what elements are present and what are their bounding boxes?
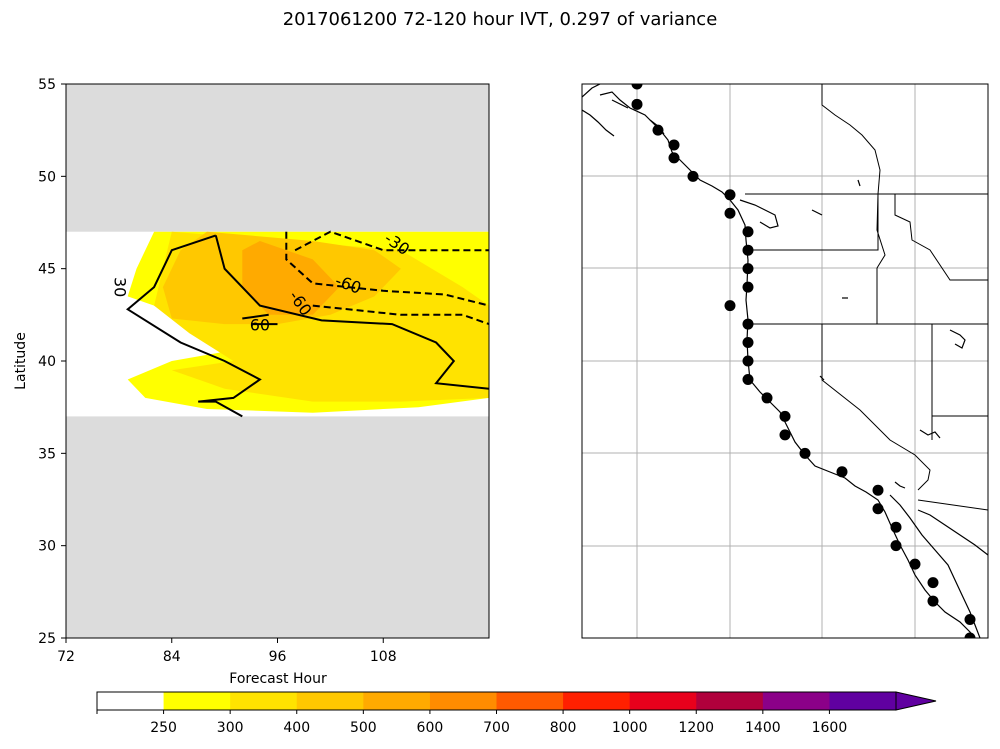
map-point [779, 410, 791, 422]
y-tick-label: 45 [38, 262, 56, 278]
colorbar-tick-label: 1600 [812, 720, 848, 736]
y-tick-label: 50 [38, 169, 56, 185]
y-tick-label: 35 [38, 446, 56, 462]
map-point [687, 170, 699, 182]
colorbar-tick-label: 1200 [678, 720, 714, 736]
map-point [724, 207, 736, 219]
x-tick-label: 96 [269, 649, 287, 665]
colorbar-segment [629, 692, 697, 710]
map-point [890, 540, 902, 552]
contour-line [242, 313, 269, 320]
map-point [742, 226, 754, 238]
map-gridlines [582, 84, 988, 638]
political-borders [745, 84, 988, 511]
map-point [724, 189, 736, 201]
y-tick-label: 55 [38, 77, 56, 93]
masked-region [66, 416, 489, 638]
colorbar-segment [696, 692, 764, 710]
map-point [890, 521, 902, 533]
map-point [742, 244, 754, 256]
map-point [742, 337, 754, 349]
colorbar-segment [429, 692, 497, 710]
colorbar: 250 300 400 500 600 700 800 1000 1200 1400 1600 [96, 691, 937, 736]
map-points [631, 84, 976, 638]
map-point [927, 595, 939, 607]
contour-line [126, 234, 262, 418]
contour-line [214, 235, 489, 390]
colorbar-segment [230, 692, 298, 710]
map-point [668, 139, 680, 151]
colorbar-segment [496, 692, 564, 710]
map-point [631, 98, 643, 110]
x-tick-label: 84 [163, 649, 181, 665]
filled-contour-500-600 [242, 241, 340, 315]
colorbar-tick-label: 250 [150, 720, 177, 736]
colorbar-tick-label: 400 [283, 720, 310, 736]
colorbar-tick-label: 1400 [745, 720, 781, 736]
colorbar-segment [97, 692, 165, 710]
map-point [964, 632, 976, 638]
colorbar-segment [762, 692, 830, 710]
colorbar-segment [563, 692, 631, 710]
map-point [742, 263, 754, 275]
contour-label: 60 [250, 315, 270, 334]
contour-line [285, 231, 489, 307]
contour-line [294, 230, 489, 252]
map-point [742, 373, 754, 385]
map-point [631, 84, 643, 90]
map-point [668, 152, 680, 164]
map-point [799, 447, 811, 459]
x-axis-label: Forecast Hour [229, 671, 327, 687]
map-point [779, 429, 791, 441]
contour-label: 30 [110, 277, 129, 297]
colorbar-extend-arrow [895, 691, 937, 711]
colorbar-segment [163, 692, 231, 710]
map-point [964, 614, 976, 626]
map-point [742, 281, 754, 293]
colorbar-segment [363, 692, 431, 710]
y-axis-label: Latitude [13, 332, 29, 390]
map-point [909, 558, 921, 570]
x-tick-label: 108 [370, 649, 397, 665]
colorbar-tick-label: 600 [417, 720, 444, 736]
map-point [742, 355, 754, 367]
colorbar-segment [829, 692, 897, 710]
masked-region [66, 84, 489, 232]
map-point [927, 577, 939, 589]
chart-title: 2017061200 72-120 hour IVT, 0.297 of var… [282, 9, 718, 30]
map-point [872, 503, 884, 515]
y-tick-label: 25 [38, 631, 56, 647]
y-tick-label: 30 [38, 539, 56, 555]
x-tick-label: 72 [57, 649, 75, 665]
colorbar-tick-label: 800 [550, 720, 577, 736]
map-point [761, 392, 773, 404]
colorbar-tick-label: 1000 [612, 720, 648, 736]
contour-line [312, 304, 489, 326]
right-axes-frame [581, 83, 989, 639]
colorbar-tick-label: 700 [483, 720, 510, 736]
colorbar-segment [296, 692, 364, 710]
y-tick-label: 40 [38, 354, 56, 370]
colorbar-tick-label: 500 [350, 720, 377, 736]
map-point [836, 466, 848, 478]
map-panel [581, 83, 989, 639]
map-point [724, 300, 736, 312]
colorbar-tick-label: 300 [217, 720, 244, 736]
map-point [872, 484, 884, 496]
map-point [652, 124, 664, 136]
map-point [742, 318, 754, 330]
